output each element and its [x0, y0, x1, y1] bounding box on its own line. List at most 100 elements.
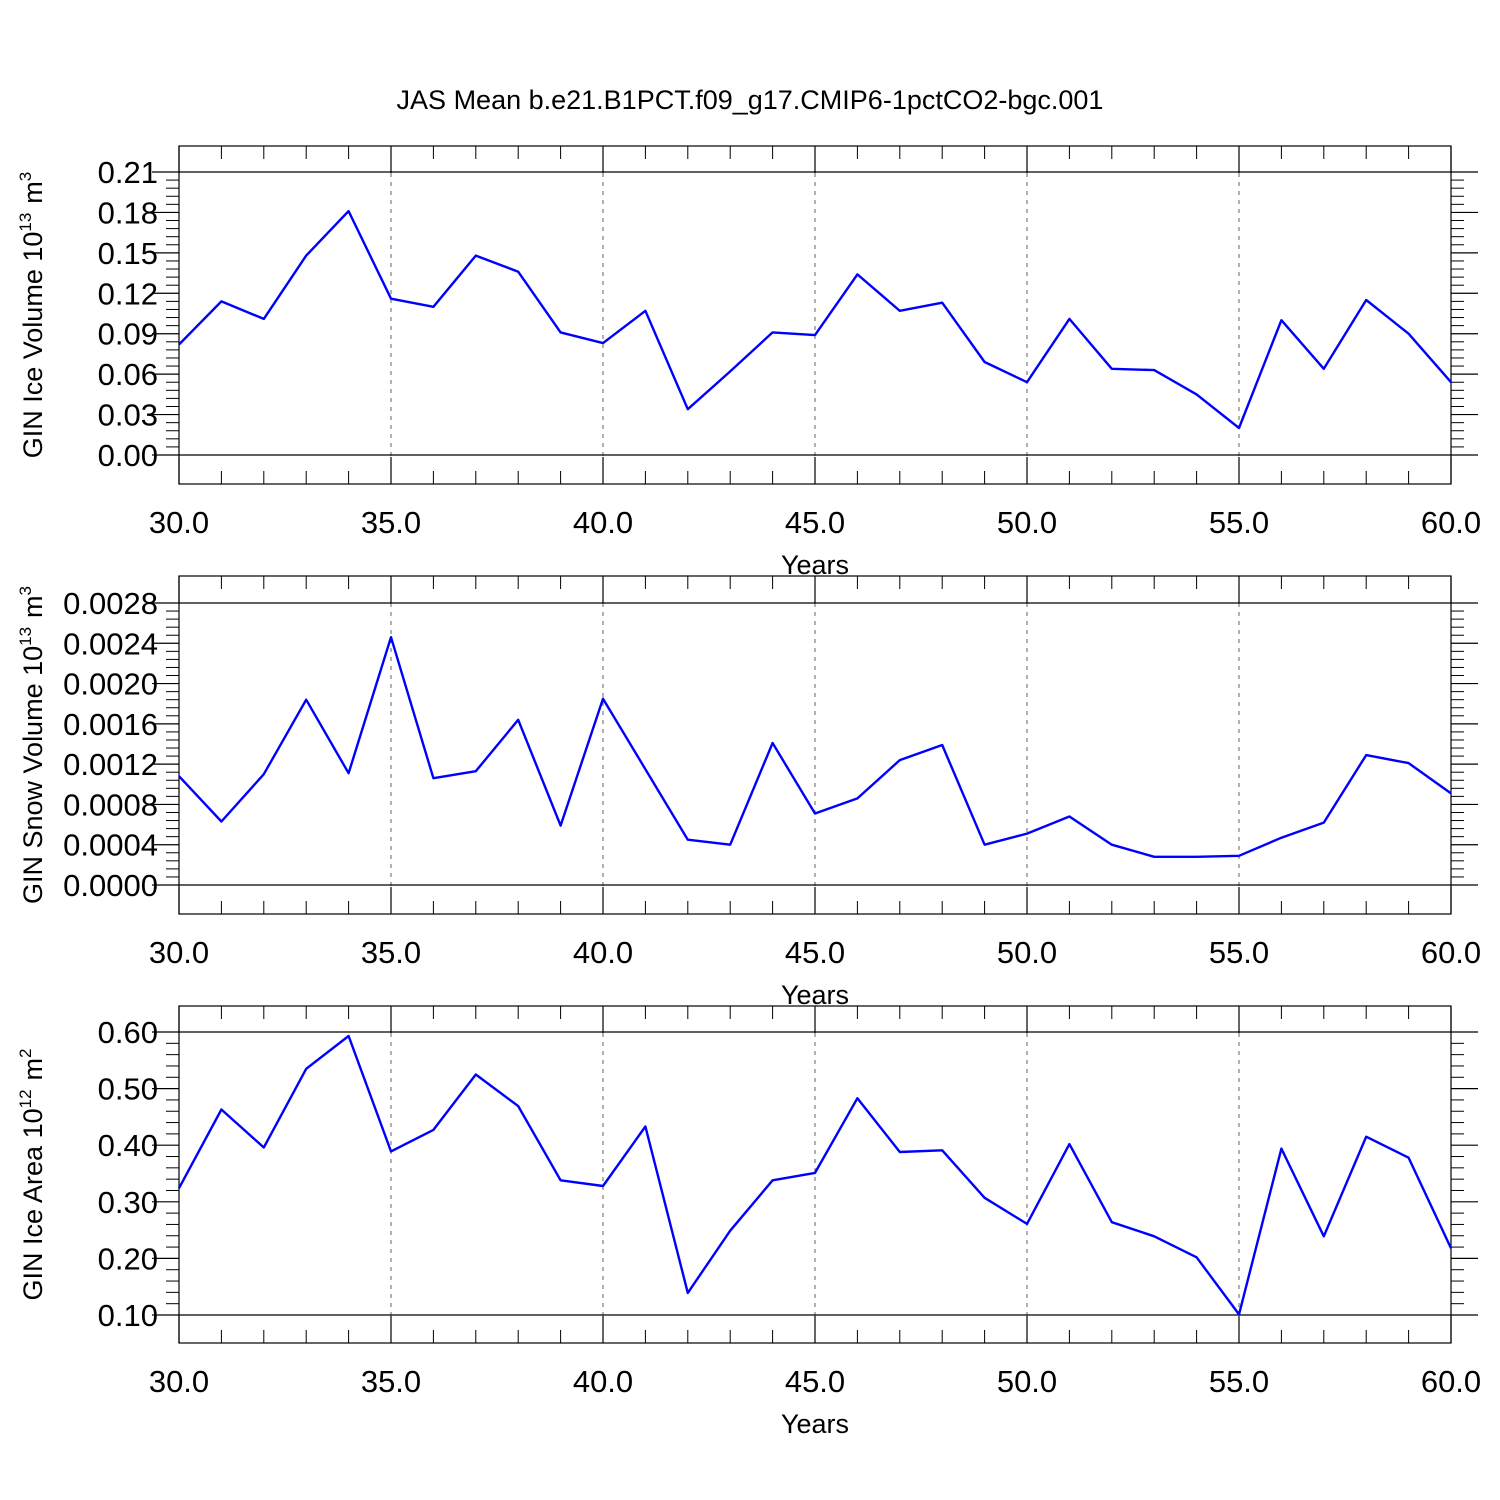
ice-volume-data-point — [559, 330, 563, 334]
snow-volume-data-point — [940, 743, 944, 747]
ice-volume-data-point — [516, 270, 520, 274]
snow-volume-data-point — [728, 843, 732, 847]
ice-volume-y-tick-label: 0.03 — [98, 398, 158, 433]
snow-volume-y-tick-label: 0.0012 — [63, 747, 158, 782]
snow-volume-data-point — [304, 698, 308, 702]
ice-area-data-point — [1110, 1220, 1114, 1224]
snow-volume-data-point — [559, 824, 563, 828]
ice-area-y-tick-label: 0.10 — [98, 1298, 158, 1333]
snow-volume-data-point — [855, 796, 859, 800]
ice-area-data-point — [1195, 1255, 1199, 1259]
ice-volume-data-point — [983, 360, 987, 364]
ice-area-data-point — [601, 1184, 605, 1188]
ice-area-data-point — [474, 1072, 478, 1076]
ice-area-data-point — [304, 1067, 308, 1071]
ice-area-data-point — [1322, 1234, 1326, 1238]
ice-area-data-point — [898, 1150, 902, 1154]
snow-volume-x-axis-title: Years — [781, 980, 849, 1010]
snow-volume-y-tick-label: 0.0008 — [63, 787, 158, 822]
snow-volume-data-point — [771, 741, 775, 745]
snow-volume-data-point — [1449, 791, 1453, 795]
ice-area-data-point — [516, 1104, 520, 1108]
snow-volume-data-point — [1110, 843, 1114, 847]
ice-volume-x-tick-label: 50.0 — [997, 505, 1057, 540]
ice-volume-y-axis-title-exponent: 13 — [16, 213, 35, 232]
snow-volume-y-axis-title-text: GIN Snow Volume 10 — [18, 646, 48, 904]
snow-volume-y-tick-label: 0.0004 — [63, 828, 158, 863]
snow-volume-data-point — [1407, 761, 1411, 765]
ice-volume-data-point — [347, 209, 351, 213]
snow-volume-data-point — [1195, 855, 1199, 859]
ice-area-data-point — [1152, 1234, 1156, 1238]
snow-volume-data-point — [601, 697, 605, 701]
ice-area-data-point — [219, 1108, 223, 1112]
ice-area-x-tick-label: 45.0 — [785, 1364, 845, 1399]
ice-area-data-point — [177, 1186, 181, 1190]
ice-volume-data-point — [1237, 426, 1241, 430]
snow-volume-data-point — [1322, 821, 1326, 825]
ice-area-data-point — [728, 1229, 732, 1233]
ice-volume-data-point — [1449, 380, 1453, 384]
snow-volume-x-tick-label: 60.0 — [1421, 935, 1481, 970]
ice-volume-y-tick-label: 0.18 — [98, 195, 158, 230]
ice-volume-data-point — [898, 309, 902, 313]
snow-volume-data-point — [643, 767, 647, 771]
ice-volume-data-point — [940, 301, 944, 305]
ice-volume-x-tick-label: 60.0 — [1421, 505, 1481, 540]
ice-volume-x-tick-label: 30.0 — [149, 505, 209, 540]
ice-area-data-point — [940, 1148, 944, 1152]
ice-volume-x-tick-label: 55.0 — [1209, 505, 1269, 540]
ice-area-x-tick-label: 60.0 — [1421, 1364, 1481, 1399]
snow-volume-data-point — [389, 635, 393, 639]
snow-volume-data-point — [219, 820, 223, 824]
snow-volume-data-point — [516, 718, 520, 722]
panel-snow-volume: 0.0000 0.0004 0.0008 0.0012 0.0016 0.0020 0.00… — [16, 575, 1481, 1010]
ice-area-y-axis-title: GIN Ice Area 1012 m2 — [16, 1049, 48, 1301]
snow-volume-data-point — [983, 843, 987, 847]
ice-volume-y-tick-label: 0.09 — [98, 317, 158, 352]
ice-area-data-point — [686, 1291, 690, 1295]
ice-area-y-tick-label: 0.60 — [98, 1015, 158, 1050]
ice-area-data-point — [855, 1096, 859, 1100]
ice-area-y-tick-label: 0.50 — [98, 1072, 158, 1107]
snow-volume-data-point — [431, 776, 435, 780]
snow-volume-x-tick-label: 30.0 — [149, 935, 209, 970]
ice-volume-data-point — [431, 305, 435, 309]
snow-volume-data-point — [177, 774, 181, 778]
ice-area-data-point — [389, 1149, 393, 1153]
ice-volume-y-tick-label: 0.00 — [98, 438, 158, 473]
ice-volume-data-point — [304, 254, 308, 258]
ice-area-data-point — [1364, 1135, 1368, 1139]
snow-volume-y-tick-label: 0.0024 — [63, 626, 158, 661]
ice-volume-y-tick-label: 0.06 — [98, 357, 158, 392]
snow-volume-data-point — [1279, 836, 1283, 840]
snow-volume-x-tick-label: 45.0 — [785, 935, 845, 970]
ice-area-data-point — [431, 1128, 435, 1132]
ice-volume-data-point — [177, 342, 181, 346]
ice-area-data-point — [983, 1196, 987, 1200]
ice-area-x-tick-label: 50.0 — [997, 1364, 1057, 1399]
snow-volume-data-point — [1067, 815, 1071, 819]
ice-area-x-tick-label: 30.0 — [149, 1364, 209, 1399]
ice-volume-y-axis-title-unit-exponent: 3 — [16, 172, 35, 181]
snow-volume-data-point — [898, 758, 902, 762]
ice-volume-data-point — [855, 272, 859, 276]
ice-volume-data-point — [1279, 318, 1283, 322]
snow-volume-y-axis-title-unit: m — [18, 595, 48, 618]
ice-volume-data-point — [219, 299, 223, 303]
snow-volume-data-point — [347, 771, 351, 775]
snow-volume-y-axis-title: GIN Snow Volume 1013 m3 — [16, 586, 48, 904]
snow-volume-series-line — [178, 636, 1452, 858]
ice-area-data-point — [1237, 1312, 1241, 1316]
snow-volume-data-point — [813, 811, 817, 815]
snow-volume-data-point — [1237, 854, 1241, 858]
ice-volume-data-point — [1322, 367, 1326, 371]
ice-volume-data-point — [1025, 380, 1029, 384]
ice-volume-data-point — [643, 309, 647, 313]
ice-area-data-point — [1025, 1222, 1029, 1226]
snow-volume-y-axis-title-exponent: 13 — [16, 627, 35, 646]
ice-area-y-tick-label: 0.40 — [98, 1128, 158, 1163]
ice-area-data-point — [813, 1171, 817, 1175]
ice-area-data-point — [771, 1178, 775, 1182]
ice-volume-x-axis-title: Years — [781, 550, 849, 580]
